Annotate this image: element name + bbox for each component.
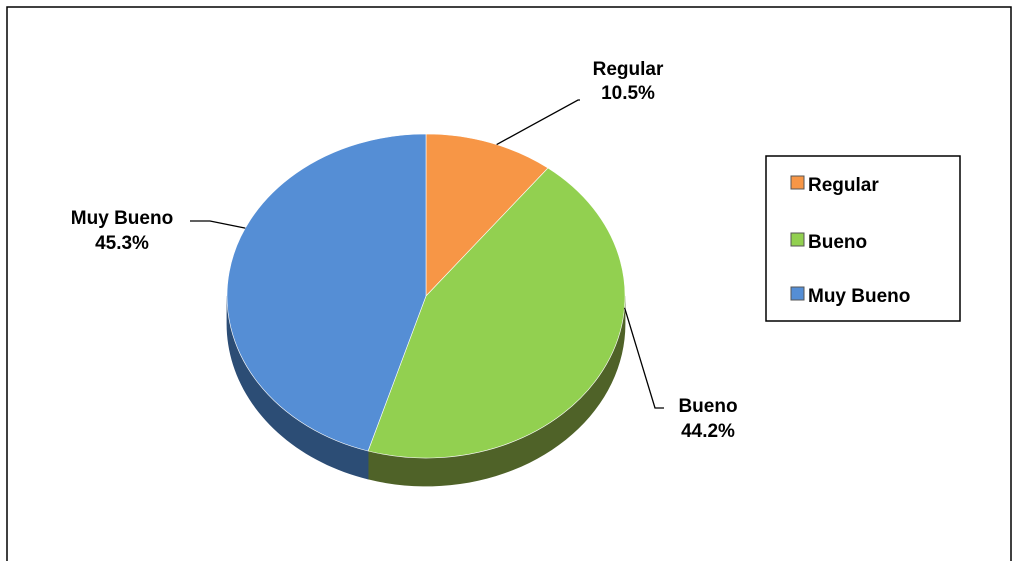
pie-slice-muy-bueno	[226, 133, 427, 452]
legend-label-regular: Regular	[808, 175, 879, 196]
leader-line-muy-bueno	[190, 220, 246, 229]
pie-tops	[226, 133, 626, 459]
leader-line-bueno	[624, 307, 664, 409]
leader-lines	[190, 99, 664, 409]
legend-label-bueno: Bueno	[808, 232, 867, 253]
label-regular-value: 10.5%	[601, 83, 655, 104]
label-bueno-name: Bueno	[678, 396, 737, 417]
label-bueno-value: 44.2%	[681, 421, 735, 442]
pie-slice-bueno	[367, 167, 626, 459]
pie-slice-regular	[425, 133, 549, 297]
legend-swatch-bueno	[790, 232, 805, 247]
label-regular-name: Regular	[593, 59, 664, 80]
legend-swatch-regular	[790, 175, 805, 190]
legend-swatch-muy-bueno	[790, 286, 805, 301]
chart-frame-border	[6, 6, 1012, 561]
leader-line-regular	[496, 99, 580, 146]
legend: Regular Bueno Muy Bueno	[765, 155, 961, 322]
legend-label-muy-bueno: Muy Bueno	[808, 286, 910, 307]
label-muy-bueno-name: Muy Bueno	[71, 208, 173, 229]
label-muy-bueno-value: 45.3%	[95, 233, 149, 254]
